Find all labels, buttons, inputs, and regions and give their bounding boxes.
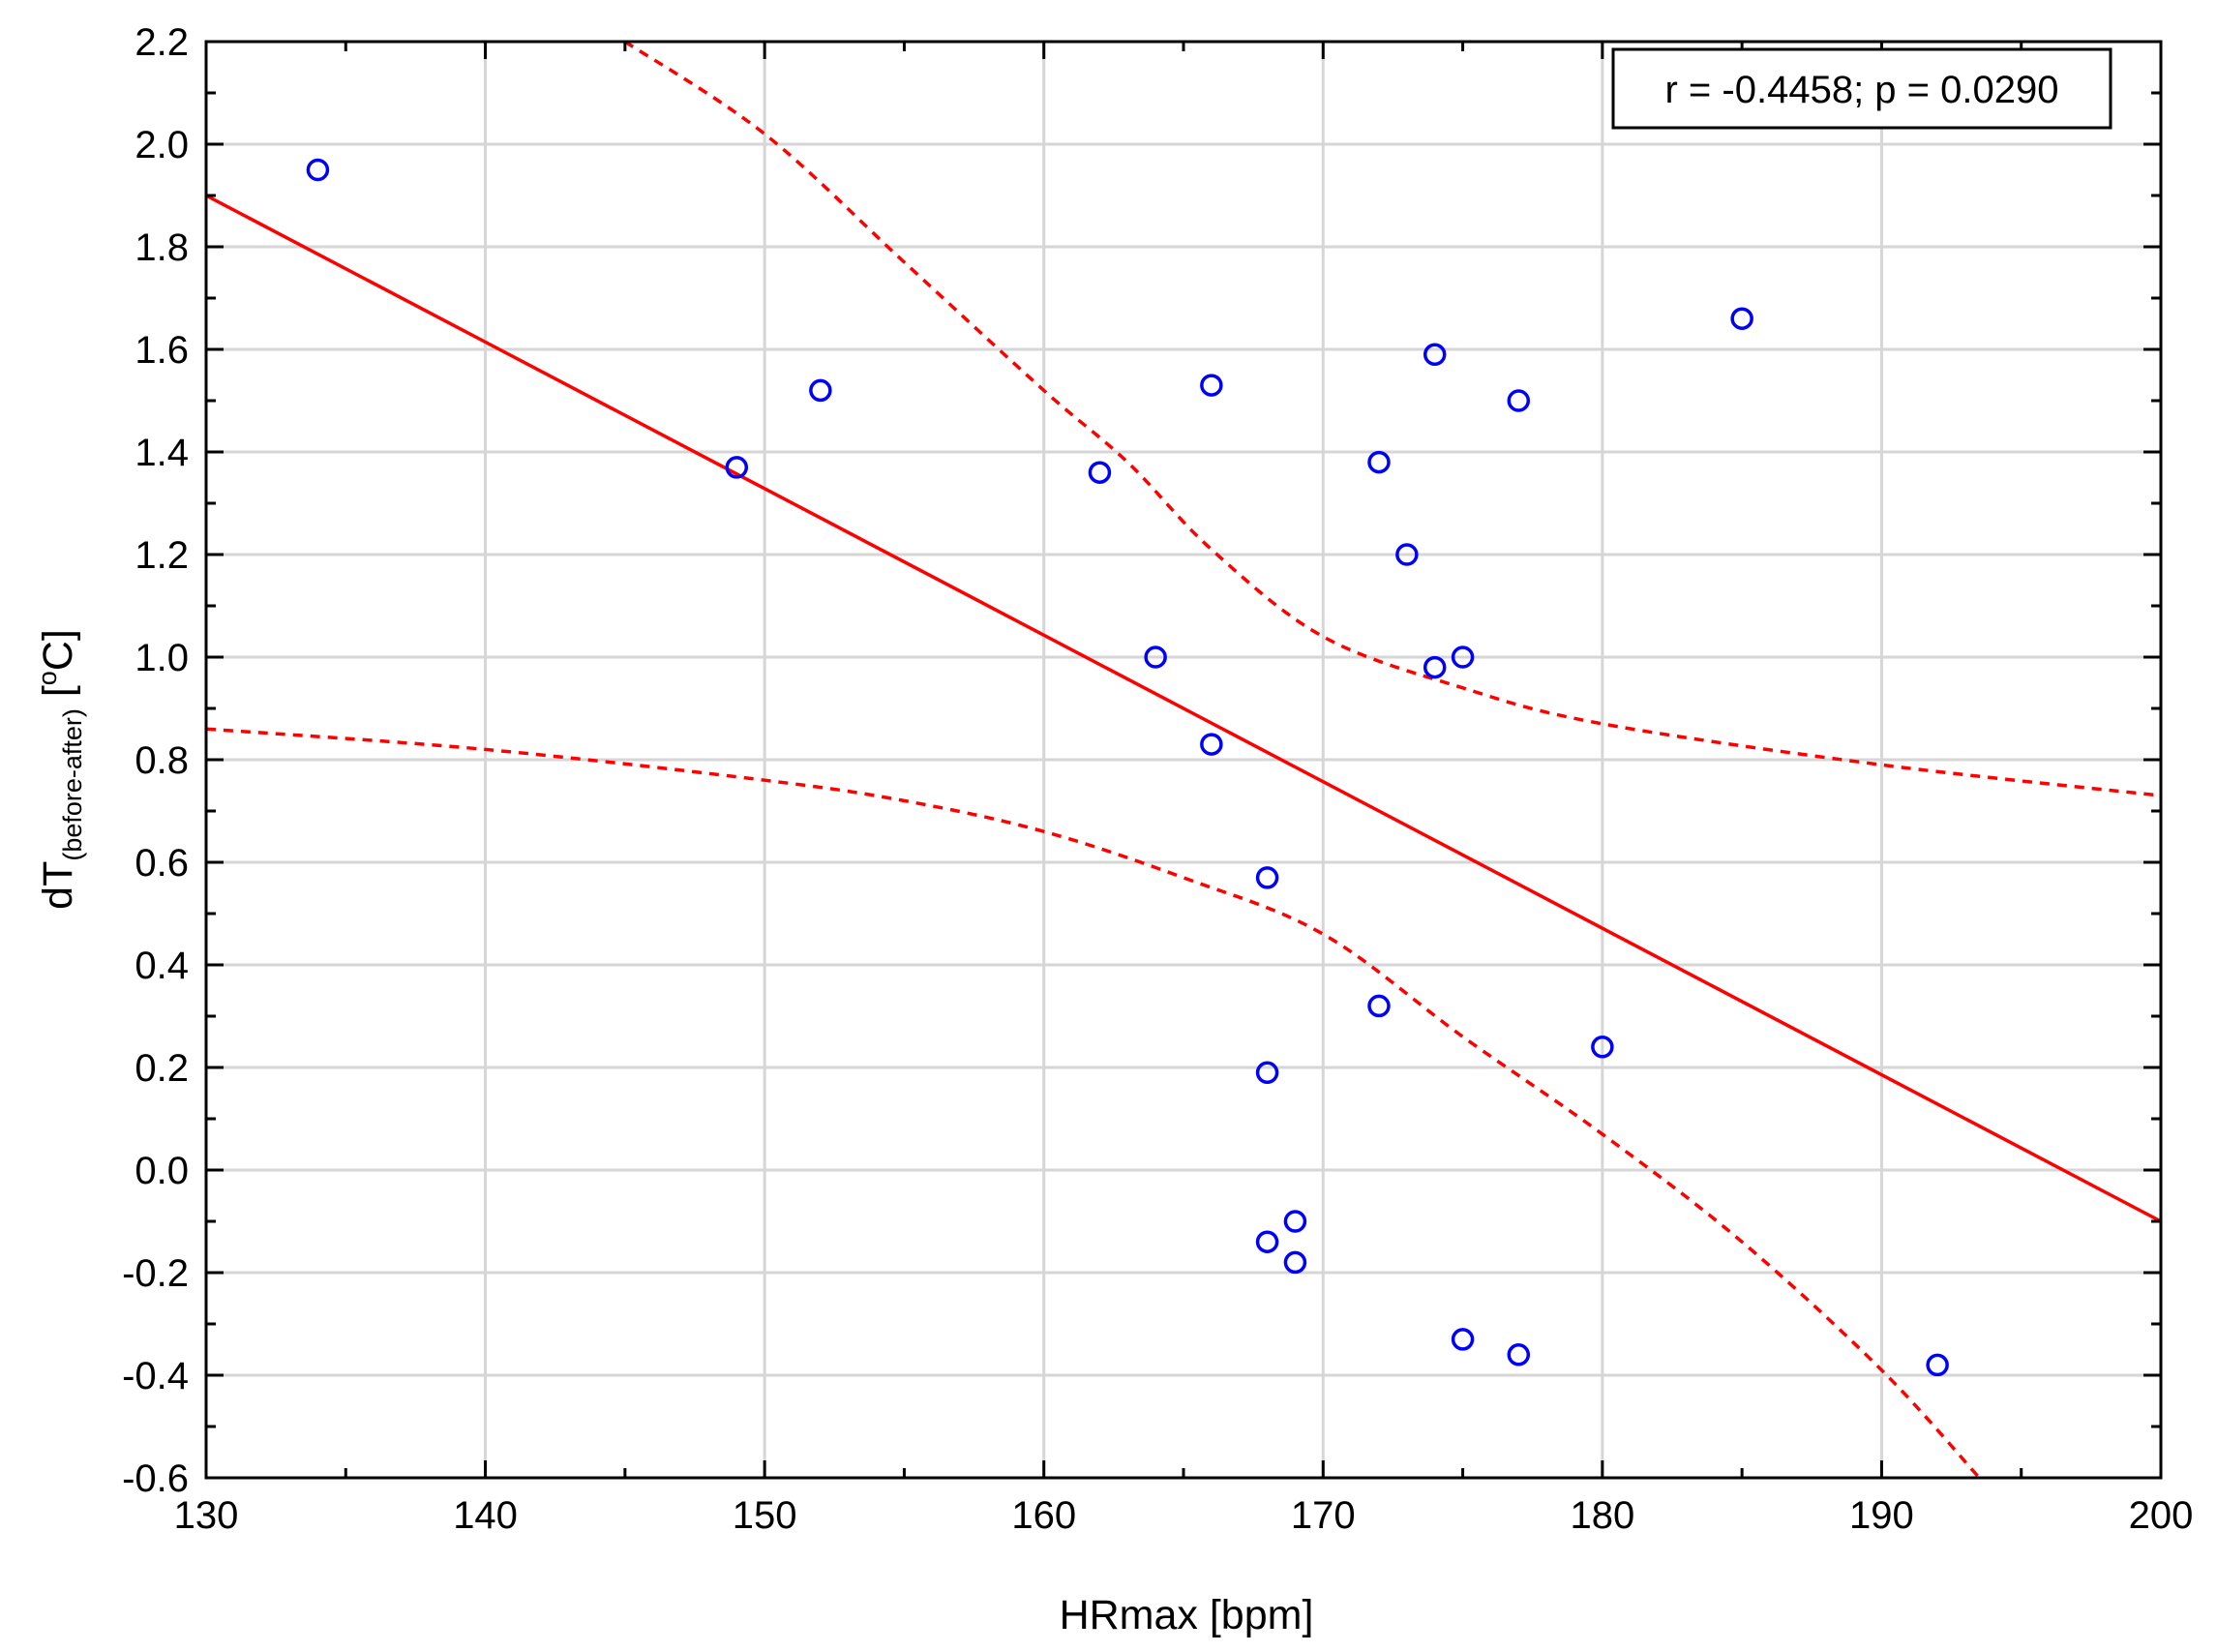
y-tick-label: 1.6 <box>135 329 189 372</box>
x-tick-label: 130 <box>174 1494 239 1537</box>
y-tick-label: -0.4 <box>122 1355 189 1397</box>
regression-fit <box>205 194 2162 1223</box>
data-point <box>1423 655 1447 679</box>
axis-ticks <box>204 40 2163 1480</box>
y-tick-label: 0.2 <box>135 1047 189 1090</box>
x-tick-labels: 130 140 150 160 170 180 190 200 <box>174 1494 2194 1537</box>
y-tick-label: 2.2 <box>135 21 189 64</box>
grid-lines <box>206 42 2161 1478</box>
data-point <box>1200 374 1223 397</box>
data-point <box>1255 866 1279 889</box>
y-axis-title-unit: [ <box>35 685 81 708</box>
data-point <box>1451 1328 1475 1351</box>
data-point <box>1395 543 1419 566</box>
x-tick-label: 200 <box>2129 1494 2194 1537</box>
y-tick-label: 1.0 <box>135 637 189 679</box>
y-tick-label: 1.2 <box>135 534 189 577</box>
y-axis-title: dT(before-after) [oC] <box>33 629 87 910</box>
data-point <box>1144 646 1167 669</box>
stat-annotation-text: r = -0.4458; p = 0.0290 <box>1665 69 2059 111</box>
data-point <box>1283 1250 1307 1275</box>
y-axis-title-unit-end: C] <box>35 629 81 671</box>
x-tick-label: 190 <box>1849 1494 1914 1537</box>
y-axis-title-degree: o <box>33 671 62 685</box>
data-point <box>1451 646 1475 669</box>
data-point <box>725 456 749 479</box>
data-points <box>306 158 1949 1377</box>
stat-annotation-box <box>1611 47 2112 130</box>
data-point <box>1730 307 1753 330</box>
data-point <box>1255 1230 1279 1253</box>
y-tick-label: 0.0 <box>135 1150 189 1192</box>
y-tick-labels: -0.6 -0.4 -0.2 0.0 0.2 0.4 0.6 0.8 1.0 1.2 1.4 1.6 1… <box>122 21 189 1500</box>
confidence-band <box>205 40 2162 1480</box>
x-tick-label: 150 <box>733 1494 797 1537</box>
ci-lower-line <box>205 727 1981 1480</box>
x-tick-label: 160 <box>1011 1494 1076 1537</box>
y-axis-title-subscript: (before-after) <box>58 708 87 861</box>
x-tick-label: 140 <box>453 1494 518 1537</box>
y-tick-label: 2.0 <box>135 124 189 166</box>
y-tick-label: 1.8 <box>135 226 189 269</box>
data-point <box>1200 733 1223 756</box>
y-tick-label: 0.6 <box>135 842 189 885</box>
y-axis-title-main: dT <box>35 861 81 910</box>
data-point <box>306 158 330 182</box>
x-tick-label: 170 <box>1291 1494 1356 1537</box>
data-point <box>1423 343 1447 367</box>
y-tick-label: -0.2 <box>122 1252 189 1295</box>
data-point <box>1088 461 1112 484</box>
y-tick-label: 0.8 <box>135 739 189 782</box>
data-point <box>1367 450 1391 474</box>
y-tick-label: -0.6 <box>122 1457 189 1500</box>
data-point <box>1283 1210 1307 1233</box>
data-point <box>1507 389 1531 412</box>
y-tick-label: 0.4 <box>135 945 189 987</box>
data-point <box>809 378 832 403</box>
y-tick-label: 1.4 <box>135 432 189 474</box>
x-axis-title: HRmax [bpm] <box>1060 1592 1314 1638</box>
data-point <box>1591 1036 1614 1059</box>
regression-line <box>205 194 2162 1223</box>
data-point <box>1255 1061 1279 1085</box>
stat-annotation: r = -0.4458; p = 0.0290 <box>1611 47 2112 130</box>
data-point <box>1367 994 1391 1018</box>
x-tick-label: 180 <box>1570 1494 1634 1537</box>
data-point <box>1926 1353 1949 1377</box>
data-point <box>1507 1343 1531 1367</box>
ci-upper-line <box>623 40 2162 797</box>
